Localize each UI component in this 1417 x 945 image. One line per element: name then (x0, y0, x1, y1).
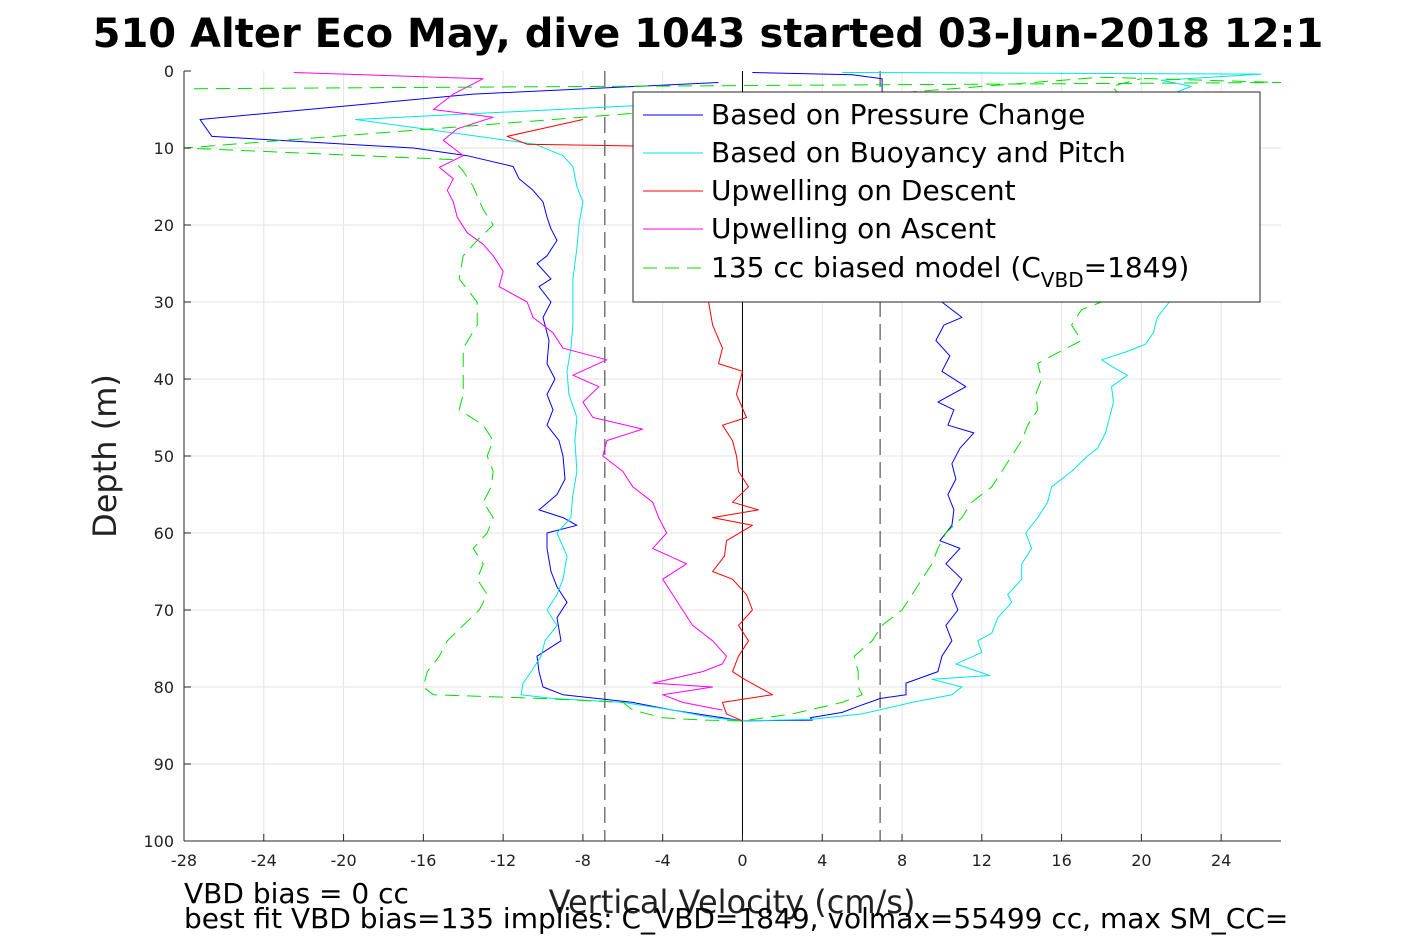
series-pressure-change (199, 72, 975, 722)
y-tick-label: 20 (154, 216, 174, 235)
chart-title: 510 Alter Eco May, dive 1043 started 03-… (93, 11, 1324, 57)
vbd-bias-note: VBD bias = 0 cc (184, 877, 409, 910)
legend: Based on Pressure Change Based on Buoyan… (632, 91, 1261, 303)
legend-box (632, 91, 1261, 303)
best-fit-note: best fit VBD bias=135 implies: C_VBD=184… (184, 902, 1288, 935)
legend-label-model: 135 cc biased model (CVBD=1849) (711, 251, 1189, 292)
legend-label-model-prefix: 135 cc biased model (C (711, 251, 1041, 284)
x-tick-label: -28 (171, 851, 197, 870)
y-tick-label: 50 (154, 447, 174, 466)
y-tick-label: 10 (154, 139, 174, 158)
legend-label-model-suffix: =1849) (1084, 251, 1190, 284)
y-tick-label: 70 (154, 601, 174, 620)
x-tick-label: 4 (817, 851, 827, 870)
y-tick-label: 0 (164, 62, 174, 81)
x-tick-label: -12 (490, 851, 516, 870)
legend-label-ascent: Upwelling on Ascent (711, 212, 996, 245)
y-tick-label: 40 (154, 370, 174, 389)
y-axis-label: Depth (m) (86, 374, 124, 538)
legend-label-model-sub: VBD (1041, 268, 1084, 292)
y-tick-label: 100 (143, 832, 174, 851)
x-tick-label: -20 (330, 851, 356, 870)
x-tick-label: 8 (897, 851, 907, 870)
y-tick-label: 30 (154, 293, 174, 312)
y-ticks: 0 10 20 30 40 50 60 70 80 90 100 (143, 62, 191, 851)
x-tick-label: -24 (251, 851, 277, 870)
x-ticks: -28 -24 -20 -16 -12 -8 -4 0 4 8 12 16 20 24 (171, 834, 1231, 870)
x-tick-label: -16 (410, 851, 436, 870)
legend-label-buoyancy: Based on Buoyancy and Pitch (711, 136, 1126, 169)
x-tick-label: 0 (737, 851, 747, 870)
y-tick-label: 80 (154, 678, 174, 697)
x-axis-label: Vertical Velocity (cm/s) (549, 883, 916, 921)
x-tick-label: -8 (575, 851, 591, 870)
x-tick-label: 24 (1211, 851, 1231, 870)
legend-label-pressure: Based on Pressure Change (711, 98, 1085, 131)
series-upwelling-ascent (293, 72, 727, 711)
y-tick-label: 60 (154, 524, 174, 543)
x-tick-label: 12 (972, 851, 992, 870)
series-buoyancy-pitch (355, 72, 1262, 722)
legend-label-descent: Upwelling on Descent (711, 174, 1016, 207)
x-tick-label: 16 (1051, 851, 1071, 870)
y-tick-label: 90 (154, 755, 174, 774)
x-tick-label: -4 (655, 851, 671, 870)
x-tick-label: 20 (1131, 851, 1151, 870)
series-biased-model (184, 76, 1281, 722)
